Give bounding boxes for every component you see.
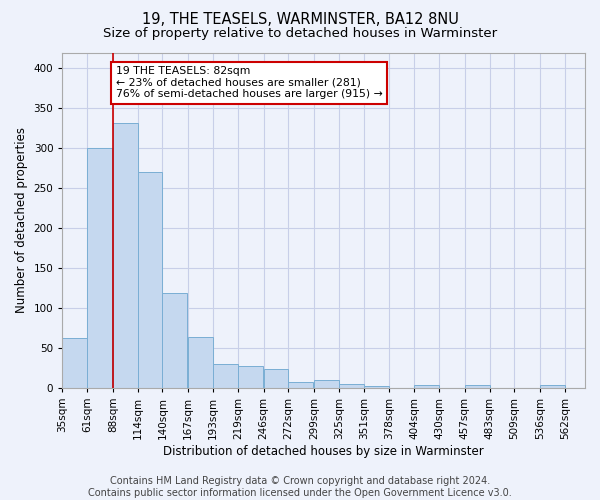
Bar	[163, 293, 187, 388]
Bar	[289, 382, 313, 388]
Bar	[540, 386, 565, 388]
Bar	[87, 148, 112, 388]
Bar	[188, 338, 213, 388]
Bar	[113, 123, 137, 388]
Bar	[364, 386, 389, 388]
Bar	[414, 386, 439, 388]
Bar	[314, 380, 339, 388]
Text: Contains HM Land Registry data © Crown copyright and database right 2024.
Contai: Contains HM Land Registry data © Crown c…	[88, 476, 512, 498]
Text: Size of property relative to detached houses in Warminster: Size of property relative to detached ho…	[103, 28, 497, 40]
Bar	[137, 172, 163, 388]
Bar	[238, 366, 263, 388]
Text: 19 THE TEASELS: 82sqm
← 23% of detached houses are smaller (281)
76% of semi-det: 19 THE TEASELS: 82sqm ← 23% of detached …	[116, 66, 382, 100]
Bar	[465, 386, 490, 388]
Bar	[213, 364, 238, 388]
X-axis label: Distribution of detached houses by size in Warminster: Distribution of detached houses by size …	[163, 444, 484, 458]
Bar	[263, 368, 289, 388]
Bar	[339, 384, 364, 388]
Bar	[62, 338, 87, 388]
Text: 19, THE TEASELS, WARMINSTER, BA12 8NU: 19, THE TEASELS, WARMINSTER, BA12 8NU	[142, 12, 458, 28]
Y-axis label: Number of detached properties: Number of detached properties	[15, 127, 28, 313]
